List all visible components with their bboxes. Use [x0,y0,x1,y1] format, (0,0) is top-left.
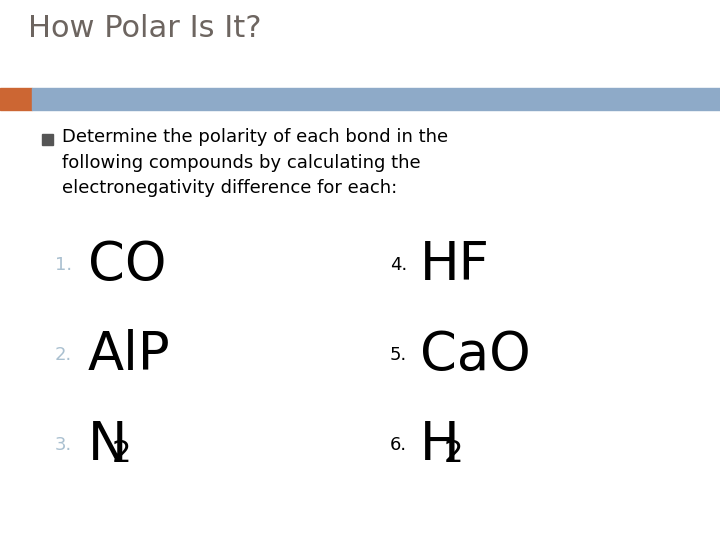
Text: H: H [420,419,459,471]
Text: CaO: CaO [420,329,531,381]
Text: HF: HF [420,239,490,291]
Text: N: N [88,419,127,471]
Text: How Polar Is It?: How Polar Is It? [28,14,261,43]
Text: AlP: AlP [88,329,171,381]
Text: 1.: 1. [55,256,72,274]
Text: 5.: 5. [390,346,408,364]
Text: 2: 2 [112,440,131,469]
Text: 2.: 2. [55,346,72,364]
Text: 2: 2 [444,440,463,469]
Bar [42,134,53,145]
Text: CO: CO [88,239,166,291]
Bar [0,88,32,110]
Text: 4.: 4. [390,256,408,274]
Text: 3.: 3. [55,436,72,454]
Bar [32,88,720,110]
Text: Determine the polarity of each bond in the
following compounds by calculating th: Determine the polarity of each bond in t… [62,128,448,198]
Text: 6.: 6. [390,436,407,454]
